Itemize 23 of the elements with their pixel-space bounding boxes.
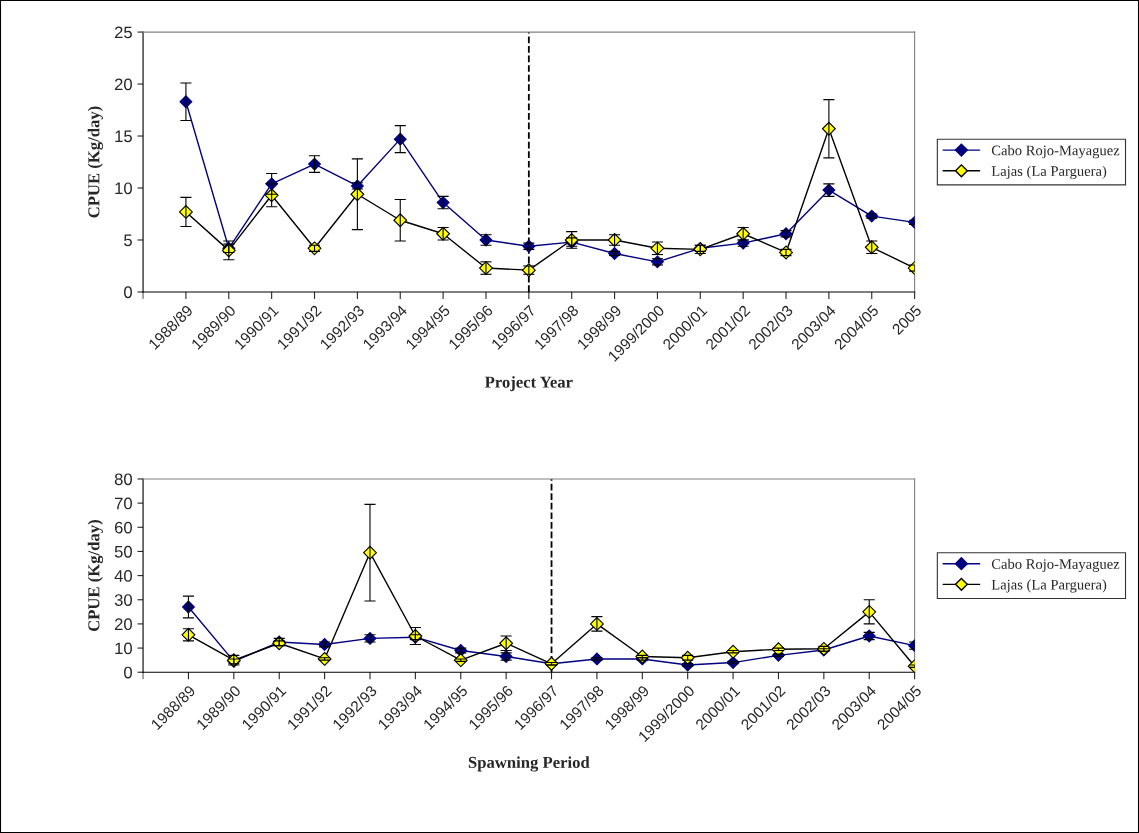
y-tick-label: 30 — [114, 594, 132, 606]
y-tick-label: 40 — [114, 570, 132, 582]
y-tick-label: 60 — [114, 521, 132, 534]
y-tick-label: 0 — [124, 286, 132, 299]
y-tick-label: 20 — [114, 78, 132, 91]
y-tick-label: 5 — [124, 234, 132, 247]
y-tick-label: 0 — [124, 666, 132, 679]
y-tick-label: 15 — [115, 130, 132, 143]
x-axis-title: Project Year — [484, 376, 573, 392]
y-tick-label: 10 — [115, 642, 132, 655]
y-tick-label: 10 — [115, 182, 132, 195]
y-tick-label: 25 — [114, 26, 132, 39]
y-tick-label: 20 — [114, 618, 132, 631]
legend-label: Cabo Rojo-Mayaguez — [991, 145, 1120, 159]
y-tick-label: 50 — [114, 545, 132, 558]
y-axis-title: CPUE (Kg/day) — [87, 520, 103, 632]
legend-label: Lajas (La Parguera) — [991, 165, 1107, 180]
x-axis-title: Spawning Period — [468, 756, 590, 772]
y-tick-label: 80 — [114, 473, 132, 486]
y-tick-label: 70 — [114, 497, 132, 510]
legend-label: Lajas (La Parguera) — [991, 579, 1107, 593]
y-axis-title: CPUE (Kg/day) — [87, 106, 103, 218]
legend-label: Cabo Rojo-Mayaguez — [991, 558, 1120, 572]
